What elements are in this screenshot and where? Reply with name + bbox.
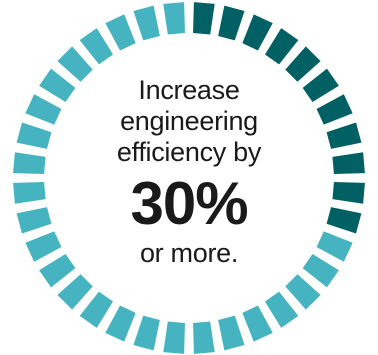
ring-segment [25,94,62,125]
ring-segment-highlighted [285,46,321,82]
ring-segment [16,207,52,234]
ring-segment [79,291,114,328]
ring-segment-highlighted [242,14,273,51]
percentage-highlight: 30% [130,170,248,237]
ring-segment [163,321,185,354]
ring-segment [105,305,136,342]
ring-segment [57,46,93,82]
ring-segment-highlighted [193,2,215,35]
ring-segment [285,274,321,310]
ring-segment [57,274,93,310]
ring-segment [163,2,185,35]
ring-segment [39,68,76,103]
ring-segment [13,182,46,204]
message-line-4: or more. [139,238,239,268]
ring-segment [16,122,52,149]
message-line-2: engineering [120,106,258,136]
ring-segment-highlighted [332,182,365,204]
ring-segment [264,291,299,328]
ring-segment-highlighted [264,28,299,65]
ring-segment-highlighted [302,68,339,103]
ring-segment [316,231,353,262]
message-line-3: efficiency by [116,137,262,167]
ring-segment [193,321,215,354]
ring-segment-highlighted [326,207,362,234]
ring-segment [302,253,339,288]
ring-segment [133,315,160,351]
message-block: Increase engineering efficiency by 30% o… [64,75,314,269]
ring-segment-highlighted [218,5,245,41]
ring-segment-highlighted [316,94,353,125]
ring-segment [13,152,46,174]
ring-segment [79,28,114,65]
ring-segment [218,315,245,351]
ring-segment [39,253,76,288]
message-line-1: Increase [138,75,240,105]
ring-segment [105,14,136,51]
ring-segment [242,305,273,342]
ring-segment [25,231,62,262]
ring-segment [133,5,160,41]
ring-segment-highlighted [332,152,365,174]
ring-segment-highlighted [326,122,362,149]
